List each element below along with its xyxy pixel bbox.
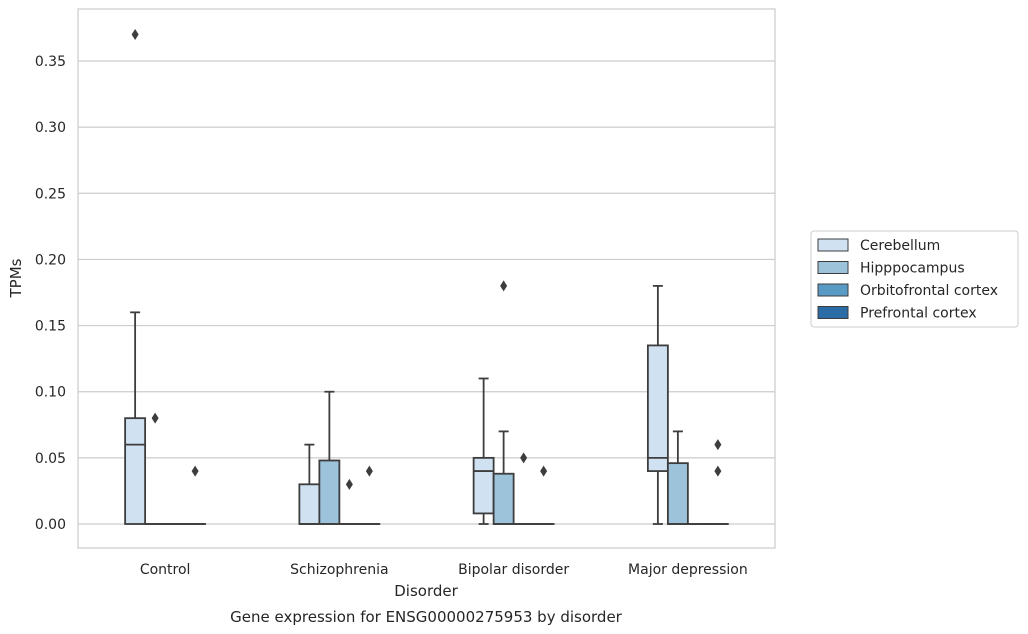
legend-swatch <box>817 238 849 252</box>
outlier-point <box>191 465 199 477</box>
y-axis-label: TPMs <box>7 258 25 298</box>
box-prefrontal-cortex <box>706 439 729 525</box>
outlier-point <box>714 439 722 451</box>
box-body <box>492 472 515 525</box>
box-hipppocampus <box>144 412 167 525</box>
x-axis-label: Disorder <box>394 582 458 600</box>
box-body <box>646 344 669 472</box>
outlier-point <box>714 465 722 477</box>
plot-area-frame <box>77 8 776 549</box>
chart-caption: Gene expression for ENSG00000275953 by d… <box>230 608 623 626</box>
box-orbitofrontal-cortex <box>512 452 535 525</box>
box-prefrontal-cortex <box>358 465 381 525</box>
box-hipppocampus <box>492 280 515 525</box>
box-hipppocampus <box>318 390 341 525</box>
box-body <box>318 459 341 525</box>
box-hipppocampus <box>666 430 689 525</box>
legend-swatch <box>817 283 849 297</box>
y-tick-labels: 0.00 0.05 0.10 0.15 0.20 0.25 0.30 0.35 <box>35 54 66 533</box>
y-tick-label: 0.05 <box>35 451 66 467</box>
box-body <box>472 456 495 515</box>
legend: Cerebellum Hipppocampus Orbitofrontal cort… <box>810 230 1019 328</box>
box-cerebellum <box>646 284 669 525</box>
x-tick-label: Major depression <box>628 562 748 578</box>
legend-swatch <box>817 261 849 274</box>
box-body <box>124 417 147 525</box>
outlier-point <box>345 478 353 490</box>
box-orbitofrontal-cortex <box>338 478 361 525</box>
y-tick-label: 0.00 <box>35 517 66 533</box>
legend-label: Orbitofrontal cortex <box>860 283 998 299</box>
x-tick-label: Control <box>140 562 191 578</box>
box-cerebellum <box>124 29 147 525</box>
box-body <box>666 462 689 525</box>
y-tick-label: 0.30 <box>35 120 66 136</box>
y-tick-label: 0.10 <box>35 385 66 401</box>
legend-label: Hipppocampus <box>860 261 965 277</box>
box-cerebellum <box>298 443 321 525</box>
outlier-point <box>520 452 528 464</box>
y-tick-label: 0.35 <box>35 54 66 70</box>
box-body <box>298 483 321 525</box>
y-tick-label: 0.25 <box>35 186 66 202</box>
legend-swatch <box>817 306 849 319</box>
boxes <box>124 29 729 525</box>
y-tick-label: 0.20 <box>35 252 66 268</box>
legend-frame <box>810 230 1019 328</box>
y-tick-label: 0.15 <box>35 319 66 335</box>
box-prefrontal-cortex <box>184 465 207 525</box>
outlier-point <box>131 29 139 41</box>
x-tick-label: Bipolar disorder <box>458 562 569 578</box>
outlier-point <box>151 412 159 424</box>
box-prefrontal-cortex <box>532 465 555 525</box>
outlier-point <box>365 465 373 477</box>
outlier-point <box>500 280 508 292</box>
outlier-point <box>540 465 548 477</box>
grid-lines <box>78 60 775 525</box>
legend-label: Prefrontal cortex <box>860 306 977 322</box>
box-cerebellum <box>472 377 495 525</box>
x-tick-label: Schizophrenia <box>290 562 388 578</box>
legend-label: Cerebellum <box>860 238 940 254</box>
x-tick-labels: Control Schizophrenia Bipolar disorder Majo… <box>140 562 748 578</box>
